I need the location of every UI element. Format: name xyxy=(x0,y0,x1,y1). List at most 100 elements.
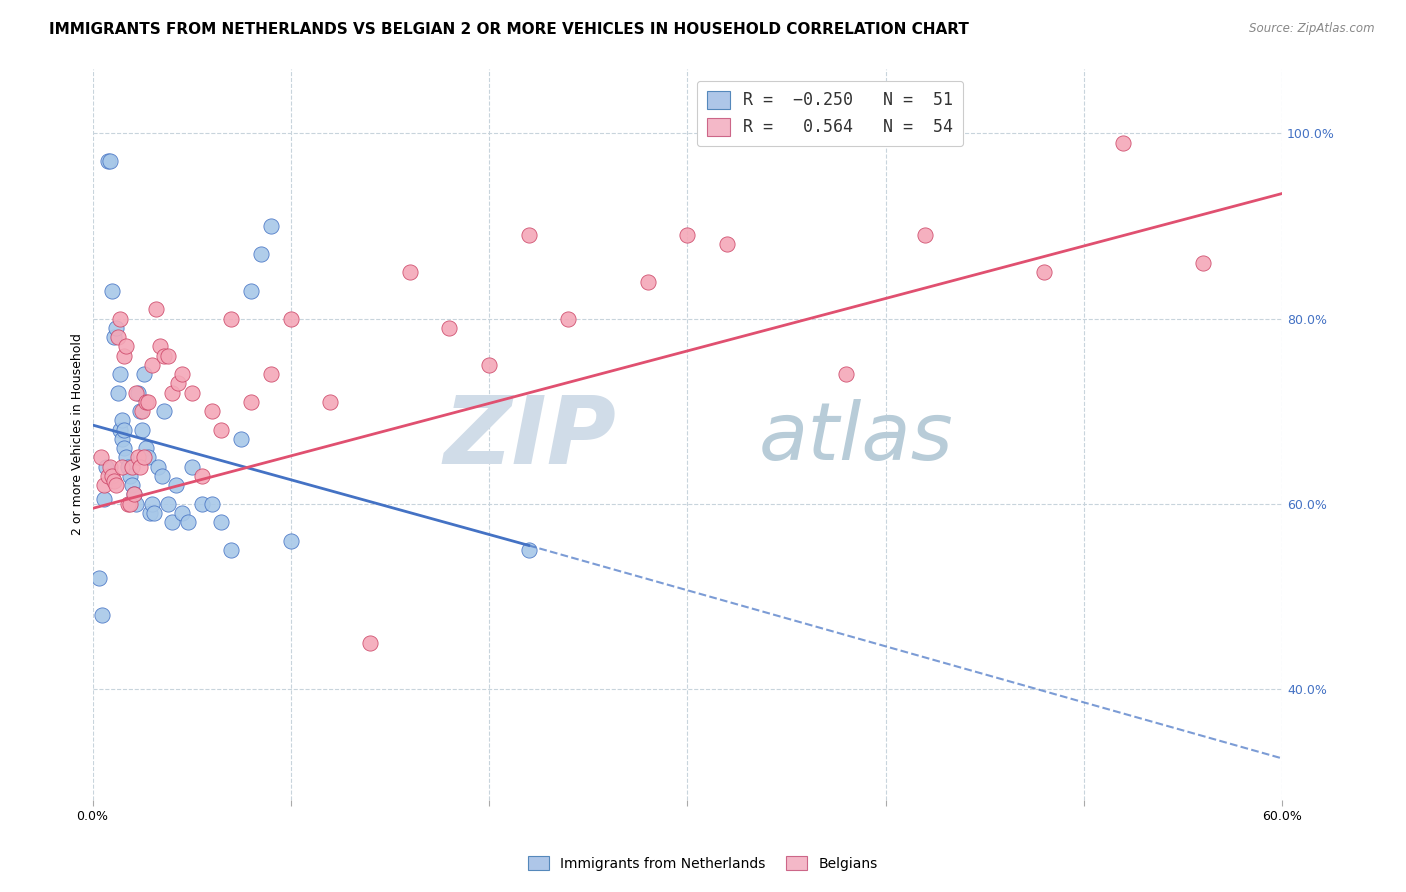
Text: IMMIGRANTS FROM NETHERLANDS VS BELGIAN 2 OR MORE VEHICLES IN HOUSEHOLD CORRELATI: IMMIGRANTS FROM NETHERLANDS VS BELGIAN 2… xyxy=(49,22,969,37)
Point xyxy=(122,487,145,501)
Point xyxy=(121,478,143,492)
Point xyxy=(150,469,173,483)
Point xyxy=(146,459,169,474)
Point xyxy=(129,459,152,474)
Point xyxy=(156,349,179,363)
Point xyxy=(1191,256,1213,270)
Point xyxy=(115,450,138,465)
Point xyxy=(160,385,183,400)
Point xyxy=(105,478,128,492)
Point xyxy=(260,367,283,381)
Point xyxy=(87,571,110,585)
Point xyxy=(93,492,115,507)
Point xyxy=(141,358,163,372)
Point xyxy=(180,385,202,400)
Point xyxy=(141,497,163,511)
Legend: Immigrants from Netherlands, Belgians: Immigrants from Netherlands, Belgians xyxy=(523,850,883,876)
Point xyxy=(145,302,167,317)
Text: Source: ZipAtlas.com: Source: ZipAtlas.com xyxy=(1250,22,1375,36)
Point xyxy=(156,497,179,511)
Point xyxy=(131,404,153,418)
Point xyxy=(1112,136,1135,150)
Point xyxy=(319,395,342,409)
Point xyxy=(280,533,302,548)
Point xyxy=(160,515,183,529)
Point xyxy=(170,367,193,381)
Point xyxy=(478,358,501,372)
Point xyxy=(117,459,139,474)
Point xyxy=(260,219,283,233)
Point xyxy=(107,330,129,344)
Point xyxy=(89,450,111,465)
Point xyxy=(96,459,118,474)
Text: ZIP: ZIP xyxy=(443,392,616,484)
Point xyxy=(110,367,132,381)
Point xyxy=(209,423,232,437)
Point xyxy=(200,404,222,418)
Point xyxy=(100,459,122,474)
Point xyxy=(557,311,579,326)
Point xyxy=(105,320,128,334)
Point xyxy=(129,404,152,418)
Point xyxy=(676,228,699,243)
Point xyxy=(131,423,153,437)
Point xyxy=(112,441,135,455)
Point xyxy=(100,154,122,169)
Point xyxy=(93,478,115,492)
Point xyxy=(97,154,120,169)
Point xyxy=(221,311,243,326)
Point xyxy=(101,469,124,483)
Point xyxy=(139,506,162,520)
Point xyxy=(637,275,659,289)
Point xyxy=(135,441,157,455)
Point xyxy=(115,339,138,353)
Point xyxy=(517,543,540,558)
Point xyxy=(134,450,156,465)
Point xyxy=(127,450,149,465)
Point xyxy=(101,284,124,298)
Point xyxy=(180,459,202,474)
Point xyxy=(170,506,193,520)
Point xyxy=(200,497,222,511)
Point xyxy=(231,432,253,446)
Point xyxy=(166,376,188,391)
Point xyxy=(280,311,302,326)
Point xyxy=(111,413,134,427)
Point xyxy=(107,385,129,400)
Point xyxy=(143,506,166,520)
Point xyxy=(209,515,232,529)
Point xyxy=(398,265,420,279)
Point xyxy=(103,330,125,344)
Point xyxy=(439,320,461,334)
Point xyxy=(112,349,135,363)
Point xyxy=(112,423,135,437)
Point xyxy=(517,228,540,243)
Point xyxy=(221,543,243,558)
Point xyxy=(190,469,212,483)
Text: atlas: atlas xyxy=(759,399,953,477)
Point xyxy=(120,497,142,511)
Point xyxy=(110,311,132,326)
Point xyxy=(1033,265,1056,279)
Point xyxy=(117,497,139,511)
Point xyxy=(121,459,143,474)
Point xyxy=(250,246,273,260)
Y-axis label: 2 or more Vehicles in Household: 2 or more Vehicles in Household xyxy=(72,334,84,535)
Point xyxy=(914,228,936,243)
Point xyxy=(136,450,159,465)
Legend: R =  −0.250   N =  51, R =   0.564   N =  54: R = −0.250 N = 51, R = 0.564 N = 54 xyxy=(697,80,963,146)
Point xyxy=(111,432,134,446)
Point xyxy=(111,459,134,474)
Point xyxy=(135,395,157,409)
Point xyxy=(165,478,187,492)
Point xyxy=(240,395,263,409)
Point xyxy=(125,497,148,511)
Point xyxy=(103,474,125,488)
Point xyxy=(97,469,120,483)
Point xyxy=(125,385,148,400)
Point xyxy=(127,385,149,400)
Point xyxy=(110,423,132,437)
Point xyxy=(177,515,200,529)
Point xyxy=(136,395,159,409)
Point xyxy=(835,367,858,381)
